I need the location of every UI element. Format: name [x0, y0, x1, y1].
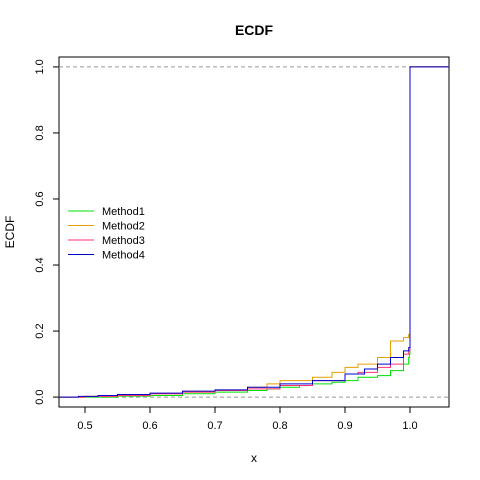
y-axis-label: ECDF — [3, 216, 17, 249]
x-tick-label: 0.7 — [207, 420, 222, 432]
legend-label: Method2 — [102, 221, 145, 233]
series-line-method4 — [59, 66, 449, 398]
x-tick-label: 0.8 — [272, 420, 287, 432]
x-tick-label: 1.0 — [402, 420, 417, 432]
x-tick-label: 0.5 — [77, 420, 92, 432]
plot-frame — [58, 56, 450, 408]
x-axis: 0.5 0.6 0.7 0.8 0.9 1.0 — [77, 407, 418, 432]
y-tick-label: 0.2 — [34, 323, 46, 338]
y-tick-label: 0.0 — [34, 389, 46, 404]
series-line-method1 — [59, 66, 449, 398]
legend-label: Method3 — [102, 235, 145, 247]
y-tick-label: 0.8 — [34, 125, 46, 140]
reference-lines — [59, 66, 449, 398]
x-tick-label: 0.6 — [142, 420, 157, 432]
legend: Method1 Method2 Method3 Method4 — [68, 206, 145, 262]
y-tick-label: 0.6 — [34, 191, 46, 206]
y-axis: 0.0 0.2 0.4 0.6 0.8 1.0 — [34, 59, 59, 405]
y-tick-label: 1.0 — [34, 59, 46, 74]
y-tick-label: 0.4 — [34, 257, 46, 272]
series-group — [59, 66, 449, 398]
chart-title: ECDF — [235, 22, 274, 38]
x-axis-label: x — [251, 451, 257, 465]
legend-label: Method1 — [102, 206, 145, 218]
x-tick-label: 0.9 — [337, 420, 352, 432]
legend-label: Method4 — [102, 250, 145, 262]
